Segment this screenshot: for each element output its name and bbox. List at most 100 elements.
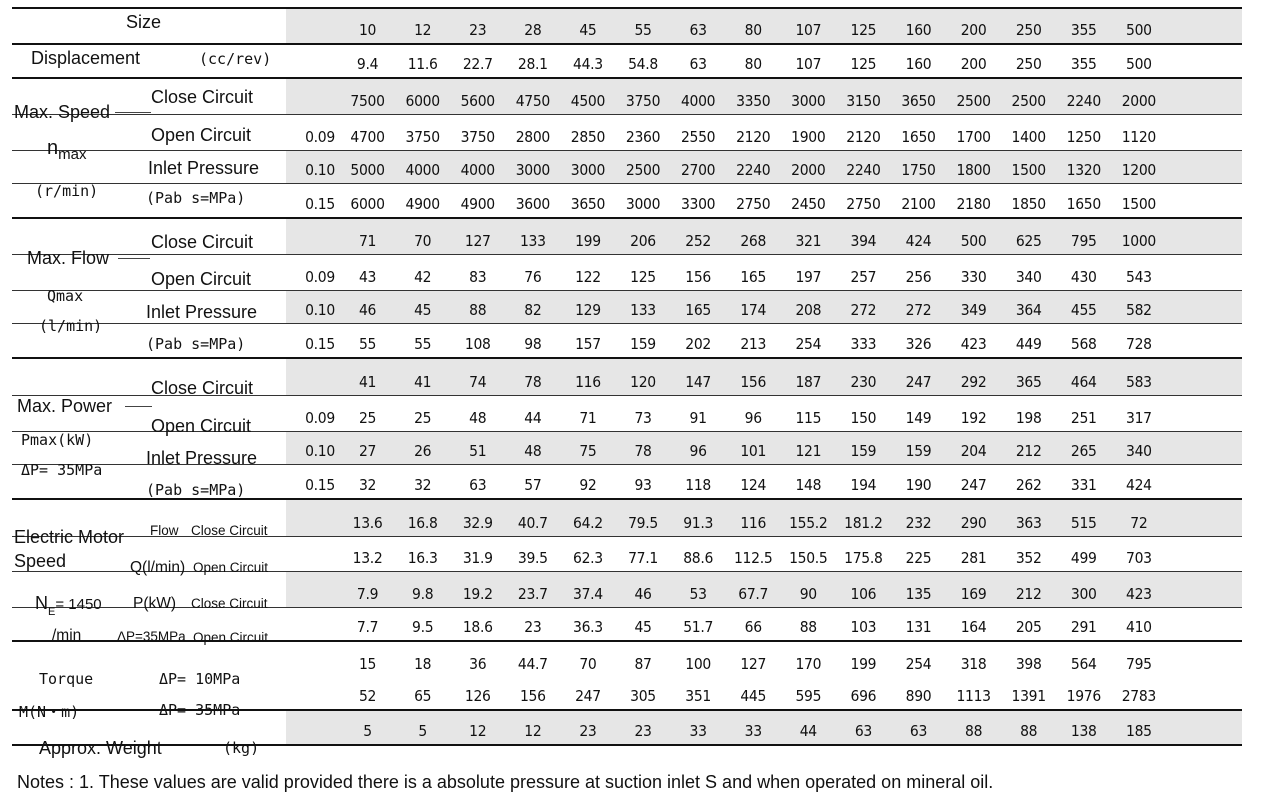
motor-q-label: Q(l/min) (130, 559, 186, 576)
value-cell: 44.7 (517, 655, 548, 673)
value-cell: 247 (575, 687, 601, 705)
value-cell: 135 (905, 585, 932, 603)
value-cell: 32 (358, 476, 377, 494)
value-cell: 1650 (901, 128, 936, 146)
value-cell: 43 (358, 268, 377, 286)
value-cell: 1320 (1066, 161, 1102, 179)
motor-title-1: Electric Motor (14, 527, 125, 547)
size-row: 10 12 23 28 45 55 63 80 107 125 160 200 250 355 500 (12, 7, 1242, 43)
value-cell: 190 (905, 476, 932, 494)
value-cell: 76 (524, 268, 542, 286)
value-cell: 55 (634, 21, 652, 39)
value-cell: 150.5 (789, 549, 828, 567)
max-speed-open-label: Open Circuit (151, 125, 252, 145)
value-cell: 3000 (515, 161, 551, 179)
value-cell: 103 (850, 618, 877, 636)
value-cell: 63 (854, 722, 872, 740)
value-cell: 96 (689, 442, 707, 460)
speed-open-015-row: 0.15 6000 4900 4900 3600 3650 3000 3300 2750 2450… (12, 183, 1242, 217)
value-cell: 71 (579, 409, 597, 427)
value-cell: 67.7 (738, 585, 769, 603)
value-cell: 33 (744, 722, 762, 740)
value-cell: 39.5 (517, 549, 548, 567)
value-cell: 46 (634, 585, 652, 603)
value-cell: 326 (905, 335, 932, 353)
value-cell: 331 (1070, 476, 1097, 494)
value-cell: 44.3 (573, 55, 603, 73)
value-cell: 78 (524, 373, 542, 391)
value-cell: 1650 (1066, 195, 1102, 213)
value-cell: 728 (1126, 335, 1152, 353)
value-cell: 430 (1070, 268, 1097, 286)
value-cell: 125 (630, 268, 656, 286)
value-cell: 464 (1070, 373, 1097, 391)
row-rule (12, 709, 1242, 711)
value-cell: 2550 (680, 128, 716, 146)
value-cell: 595 (795, 687, 822, 705)
value-cell: 2240 (1066, 92, 1102, 110)
value-cell: 73 (634, 409, 652, 427)
max-flow-title: Max. Flow (27, 248, 110, 268)
max-speed-symbol: nmax (47, 137, 87, 163)
value-cell: 265 (1070, 442, 1097, 460)
value-cell: 125 (850, 55, 877, 73)
value-cell: 116 (575, 373, 601, 391)
value-cell: 37.4 (573, 585, 603, 603)
value-cell: 92 (579, 476, 597, 494)
row-rule (12, 395, 1242, 396)
value-cell: 36 (469, 655, 487, 673)
value-cell: 156 (740, 373, 767, 391)
value-cell: 1500 (1121, 195, 1157, 213)
value-cell: 26 (414, 442, 432, 460)
value-cell: 22.7 (462, 55, 493, 73)
value-cell: 126 (464, 687, 491, 705)
value-cell: 1850 (1011, 195, 1047, 213)
value-cell: 150 (850, 409, 877, 427)
value-cell: 101 (740, 442, 767, 460)
value-cell: 1200 (1121, 161, 1157, 179)
value-cell: 32.9 (462, 514, 493, 532)
value-cell: 100 (685, 655, 711, 673)
value-cell: 165 (685, 301, 711, 319)
torque-10-row: 15 18 36 44.7 70 87 100 127 170 199 254 318 398 564 79… (12, 640, 1242, 677)
value-cell: 254 (905, 655, 932, 673)
value-cell: 445 (740, 687, 767, 705)
motor-power-close-label: Close Circuit (191, 596, 268, 611)
value-cell: 4000 (460, 161, 496, 179)
value-cell: 5600 (460, 92, 496, 110)
value-cell: 500 (1126, 21, 1152, 39)
value-cell: 7500 (350, 92, 385, 110)
value-cell: 4900 (405, 195, 441, 213)
value-cell: 57 (524, 476, 542, 494)
value-cell: 42 (414, 268, 432, 286)
value-cell: 91.3 (683, 514, 714, 532)
value-cell: 250 (1015, 55, 1042, 73)
value-cell: 449 (1015, 335, 1042, 353)
value-cell: 79.5 (628, 514, 658, 532)
value-cell: 91 (689, 409, 707, 427)
value-cell: 3350 (736, 92, 771, 110)
value-cell: 300 (1070, 585, 1097, 603)
max-speed-pabs-label: (Pab s=MPa) (146, 189, 246, 207)
value-cell: 121 (795, 442, 822, 460)
value-cell: 199 (575, 232, 601, 250)
value-cell: 564 (1070, 655, 1097, 673)
value-cell: 65 (414, 687, 432, 705)
value-cell: 159 (630, 335, 656, 353)
value-cell: 330 (960, 268, 987, 286)
value-cell: 63 (469, 476, 487, 494)
value-cell: 77.1 (628, 549, 658, 567)
value-cell: 455 (1070, 301, 1097, 319)
value-cell: 15 (358, 655, 377, 673)
value-cell: 2240 (846, 161, 881, 179)
value-cell: 200 (960, 55, 987, 73)
value-cell: 52 (358, 687, 377, 705)
value-cell: 70 (579, 655, 597, 673)
flow-open-009-row: 0.09 43 42 83 76 122 125 156 165 197 257 256 330 340 4… (12, 254, 1242, 290)
value-cell: 272 (905, 301, 932, 319)
value-cell: 2500 (956, 92, 991, 110)
value-cell: 64.2 (573, 514, 603, 532)
max-flow-close-label: Close Circuit (151, 232, 254, 252)
value-cell: 78 (634, 442, 652, 460)
value-cell: 74 (469, 373, 487, 391)
